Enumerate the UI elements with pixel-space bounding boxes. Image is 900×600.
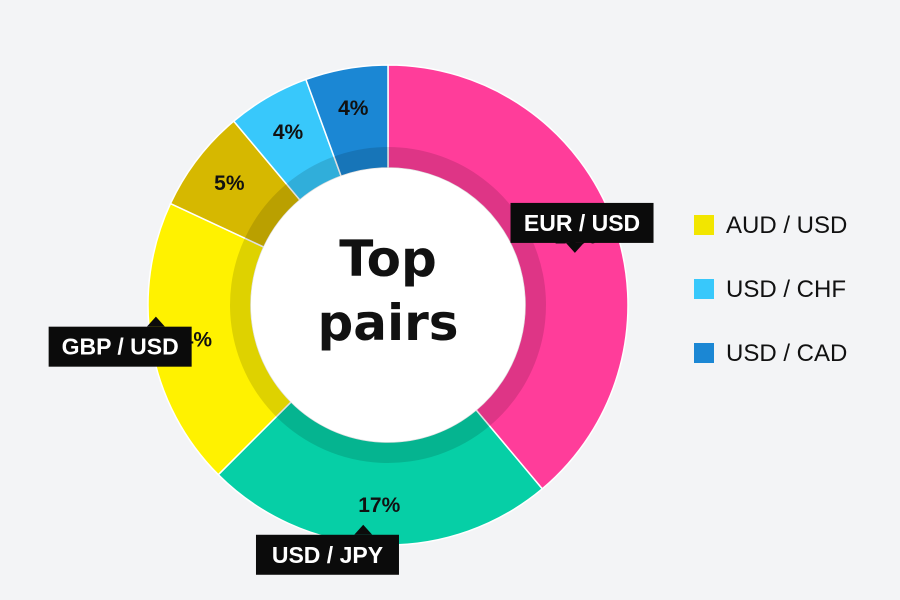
slice-label-usd-chf: 4% xyxy=(273,121,304,144)
legend-item-usd-cad: USD / CAD xyxy=(694,340,847,367)
callout-text-eur-usd: EUR / USD xyxy=(524,210,640,236)
callout-usd-jpy: USD / JPY xyxy=(255,524,399,575)
callout-pointer-usd-jpy xyxy=(354,524,373,535)
legend-item-aud-usd: AUD / USD xyxy=(694,212,847,239)
legend-label-usd-chf: USD / CHF xyxy=(726,276,846,303)
legend-item-usd-chf: USD / CHF xyxy=(694,276,846,303)
legend: AUD / USD USD / CHF USD / CAD xyxy=(694,212,847,367)
slices-group xyxy=(147,64,629,546)
slice-usd-cad xyxy=(304,64,389,178)
slice-label-usd-jpy: 17% xyxy=(358,494,400,517)
center-title-line-1: Top xyxy=(339,230,437,288)
inner-band-gbp-usd xyxy=(229,238,292,417)
inner-band-usd-jpy xyxy=(276,401,490,463)
inner-band-eur-usd xyxy=(388,147,547,427)
inner-band-group xyxy=(229,147,547,463)
center-hole xyxy=(251,168,525,442)
callout-pointer-gbp-usd xyxy=(146,316,165,327)
legend-label-aud-usd: AUD / USD xyxy=(726,212,847,239)
inner-band-usd-chf xyxy=(286,156,342,201)
callout-eur-usd: EUR / USD xyxy=(510,202,654,253)
center-title-line-2: pairs xyxy=(317,294,458,352)
callouts-group: EUR / USD USD / JPY GBP / USD xyxy=(48,202,654,575)
callout-box-eur-usd xyxy=(510,202,654,243)
callout-text-gbp-usd: GBP / USD xyxy=(62,334,179,360)
legend-label-usd-cad: USD / CAD xyxy=(726,340,847,367)
callout-box-usd-jpy xyxy=(255,534,399,575)
slice-label-usd-cad: 4% xyxy=(338,97,369,120)
inner-band-aud-usd xyxy=(244,183,300,248)
callout-box-gbp-usd xyxy=(48,326,192,367)
inner-band-usd-cad xyxy=(333,147,388,177)
legend-swatch-usd-chf xyxy=(694,279,714,299)
callout-text-usd-jpy: USD / JPY xyxy=(272,542,383,568)
legend-swatch-aud-usd xyxy=(694,215,714,235)
legend-swatch-usd-cad xyxy=(694,343,714,363)
callout-pointer-eur-usd xyxy=(565,242,584,253)
callout-gbp-usd: GBP / USD xyxy=(48,316,192,367)
slice-label-aud-usd: 5% xyxy=(214,172,245,195)
